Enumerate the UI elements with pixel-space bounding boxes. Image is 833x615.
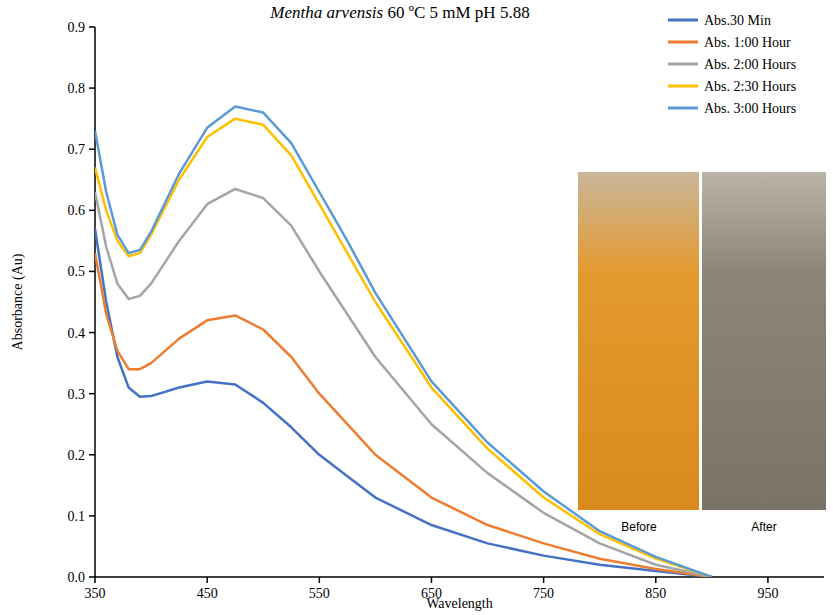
y-tick bbox=[89, 393, 95, 395]
y-tick bbox=[89, 576, 95, 578]
y-tick bbox=[89, 332, 95, 334]
x-tick-label: 450 bbox=[197, 586, 218, 601]
x-tick-label: 550 bbox=[309, 586, 330, 601]
x-tick bbox=[543, 577, 545, 583]
legend-label: Abs. 2:30 Hours bbox=[704, 79, 796, 94]
y-tick bbox=[89, 148, 95, 150]
y-tick-label: 0.0 bbox=[68, 570, 86, 585]
y-tick bbox=[89, 454, 95, 456]
photo-after bbox=[702, 172, 826, 510]
y-tick-label: 0.9 bbox=[68, 20, 86, 35]
y-tick-label: 0.6 bbox=[68, 203, 86, 218]
series-line bbox=[95, 106, 712, 577]
y-tick-label: 0.2 bbox=[68, 448, 86, 463]
y-tick bbox=[89, 515, 95, 517]
x-tick-label: 850 bbox=[645, 586, 666, 601]
legend-label: Abs.30 Min bbox=[704, 13, 771, 28]
photo-label: Before bbox=[621, 520, 657, 534]
title-rest: 60 ºC 5 mM pH 5.88 bbox=[383, 3, 529, 22]
x-tick bbox=[431, 577, 433, 583]
y-tick bbox=[89, 26, 95, 28]
legend-swatch bbox=[668, 19, 698, 22]
legend-swatch bbox=[668, 107, 698, 110]
y-tick-label: 0.7 bbox=[68, 142, 86, 157]
x-tick bbox=[767, 577, 769, 583]
legend: Abs.30 Min Abs. 1:00 Hour Abs. 2:00 Hours A… bbox=[668, 13, 796, 116]
legend-swatch bbox=[668, 63, 698, 66]
x-tick bbox=[206, 577, 208, 583]
y-tick-label: 0.4 bbox=[68, 326, 86, 341]
x-tick-label: 750 bbox=[533, 586, 554, 601]
y-tick bbox=[89, 271, 95, 273]
x-tick bbox=[94, 577, 96, 583]
x-tick-label: 950 bbox=[757, 586, 778, 601]
y-tick-label: 0.8 bbox=[68, 81, 86, 96]
legend-label: Abs. 3:00 Hours bbox=[704, 101, 796, 116]
series-line bbox=[95, 119, 712, 577]
title-italic: Mentha arvensis bbox=[269, 3, 383, 22]
y-tick bbox=[89, 87, 95, 89]
legend-label: Abs. 2:00 Hours bbox=[704, 57, 796, 72]
legend-label: Abs. 1:00 Hour bbox=[704, 35, 791, 50]
legend-swatch bbox=[668, 85, 698, 88]
x-tick-label: 350 bbox=[85, 586, 106, 601]
y-axis-title: Absorbance (Au) bbox=[10, 253, 26, 350]
title: Mentha arvensis 60 ºC 5 mM pH 5.88 bbox=[269, 3, 529, 22]
plot-area bbox=[95, 106, 712, 577]
chart: 0.0 0.1 0.2 0.3 0.4 0.5 0.6 0.7 0.8 0.9 350 450 550 6… bbox=[0, 0, 833, 615]
y-tick bbox=[89, 210, 95, 212]
y-tick-label: 0.1 bbox=[68, 509, 86, 524]
x-tick bbox=[655, 577, 657, 583]
y-axis bbox=[94, 27, 96, 577]
legend-swatch bbox=[668, 41, 698, 44]
x-axis-title: Wavelength bbox=[426, 596, 493, 611]
x-axis bbox=[95, 576, 824, 578]
y-tick-label: 0.3 bbox=[68, 387, 86, 402]
y-tick-label: 0.5 bbox=[68, 264, 86, 279]
photo-before bbox=[578, 172, 699, 510]
photo-label: After bbox=[751, 520, 776, 534]
x-tick bbox=[319, 577, 321, 583]
